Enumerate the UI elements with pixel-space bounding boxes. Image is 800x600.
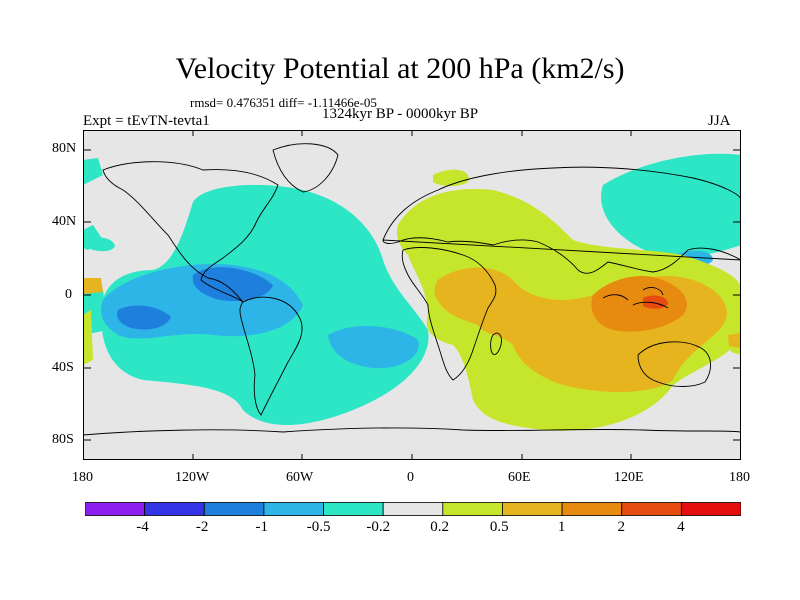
contour-pos-max-indonesia xyxy=(643,295,668,309)
colorbar-box xyxy=(203,502,265,516)
contour-neg-mid-atlantic xyxy=(328,325,419,369)
outline-greenland xyxy=(272,143,339,193)
contour-neg-strong-epac xyxy=(116,305,171,330)
lon-label-120e: 120E xyxy=(614,470,644,485)
outline-africa xyxy=(401,247,497,381)
colorbar-box xyxy=(442,502,503,516)
outline-north-america xyxy=(102,161,279,303)
colorbar-box xyxy=(85,502,146,516)
period-label: 1324kyr BP - 0000kyr BP xyxy=(322,106,479,122)
lon-label-0: 0 xyxy=(407,470,414,485)
contour-pos-strong-indonesia xyxy=(591,275,687,332)
lon-label-60e: 60E xyxy=(508,470,531,485)
lat-label-40s: 40S xyxy=(52,360,74,375)
outline-eurasia xyxy=(382,166,741,274)
outline-madagascar xyxy=(490,332,502,356)
contour-pos-weak-west-edge xyxy=(83,310,93,365)
lat-label-80n: 80N xyxy=(52,141,77,156)
experiment-label: Expt = tEvTN-tevta1 xyxy=(83,113,210,129)
colorbar-box xyxy=(561,502,623,516)
plot-title: Velocity Potential at 200 hPa (km2/s) xyxy=(175,52,625,85)
lon-label-180w: 180 xyxy=(72,470,93,485)
colorbar-label: -0.2 xyxy=(366,519,391,535)
colorbar-label: 4 xyxy=(677,519,685,535)
colorbar-label: -4 xyxy=(136,519,149,535)
colorbar-box xyxy=(382,502,444,516)
outline-south-america xyxy=(239,296,303,416)
outline-indonesia xyxy=(602,287,669,309)
colorbar-label: -2 xyxy=(195,519,209,535)
colorbar-label: 1 xyxy=(557,519,566,535)
contour-neg-weak-spot-1 xyxy=(88,237,115,252)
colorbar-box xyxy=(263,502,324,516)
colorbar-box xyxy=(680,502,741,516)
outline-antarctica xyxy=(83,427,741,436)
colorbar-box xyxy=(323,502,384,516)
colorbar-label: 2 xyxy=(617,519,626,535)
outline-australia xyxy=(637,341,711,387)
contour-pos-mid-east-edge xyxy=(728,333,741,348)
lat-label-0: 0 xyxy=(65,287,72,302)
lon-label-120w: 120W xyxy=(175,470,210,485)
contour-neg-strong-caribbean xyxy=(192,267,273,302)
contour-neg-weak-arctic xyxy=(83,158,103,185)
velocity-potential-map xyxy=(83,130,741,460)
colorbar-label: 0.5 xyxy=(489,519,509,535)
lon-label-60w: 60W xyxy=(286,470,314,485)
colorbar-label: -0.5 xyxy=(306,519,331,535)
colorbar-label: -1 xyxy=(255,519,269,535)
colorbar-box xyxy=(621,502,682,516)
colorbar xyxy=(85,502,741,516)
colorbar-label: 0.2 xyxy=(430,519,449,535)
lat-label-40n: 40N xyxy=(52,214,77,229)
lon-label-180e: 180 xyxy=(729,470,750,485)
lat-label-80s: 80S xyxy=(52,432,74,447)
stats-label: rmsd= 0.476351 diff= -1.11466e-05 xyxy=(190,95,377,110)
season-label: JJA xyxy=(708,113,731,129)
colorbar-box xyxy=(144,502,205,516)
colorbar-box xyxy=(502,502,563,516)
contour-neg-weak-npac-ring xyxy=(601,153,741,257)
contour-pos-mid-west-edge xyxy=(83,278,103,294)
